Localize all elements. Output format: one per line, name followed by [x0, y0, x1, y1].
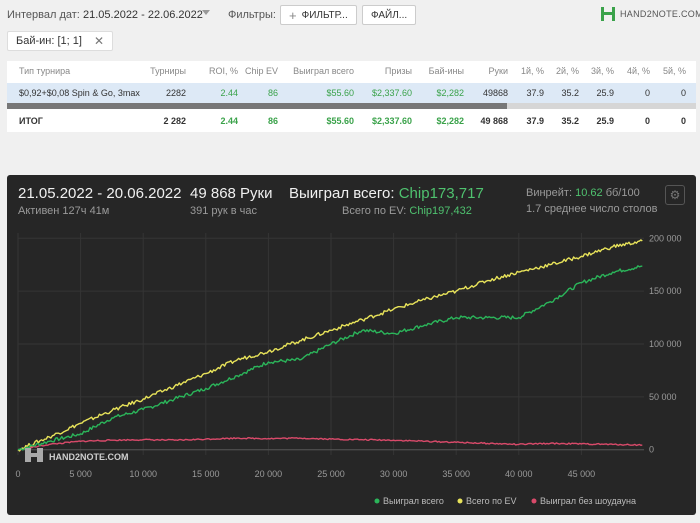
x-axis-ticks: 0 5 000 10 000 15 000 20 000 25 000 30 000 35 0…: [15, 469, 595, 479]
gear-icon[interactable]: ⚙: [665, 185, 685, 205]
table-scrollbar[interactable]: [7, 103, 696, 109]
legend-marker: [457, 498, 463, 504]
buyin-filter-chip[interactable]: Бай-ин: [1; 1] ✕: [7, 31, 113, 51]
watermark-text: HAND2NOTE.COM: [49, 452, 129, 462]
col-4th[interactable]: 4й, %: [626, 66, 650, 76]
hands-per-hour: 391 рук в час: [190, 205, 258, 217]
won-total-value: Chip173,717: [398, 185, 484, 202]
y-tick-label: 150 000: [649, 286, 682, 296]
x-tick-label: 0: [15, 469, 20, 479]
chart-watermark: HAND2NOTE.COM: [25, 448, 129, 462]
series-line: [17, 437, 643, 451]
graph-date-range: 21.05.2022 - 20.06.2022: [18, 185, 182, 202]
scrollbar-thumb[interactable]: [7, 103, 507, 109]
legend-marker: [531, 498, 537, 504]
ev-total-stat: Всего по EV: Chip197,432: [342, 205, 472, 217]
x-tick-label: 15 000: [192, 469, 220, 479]
profit-chart: 0 5 000 10 000 15 000 20 000 25 000 30 000 35 0…: [15, 233, 682, 506]
col-type[interactable]: Тип турнира: [19, 66, 71, 76]
hands-count: 49 868 Руки: [190, 185, 273, 202]
filters-label: Фильтры:: [228, 9, 276, 21]
logo-text: HAND2NOTE.COM: [620, 9, 700, 19]
winrate-stat: Винрейт: 10.62 бб/100: [526, 187, 640, 199]
legend-marker: [374, 498, 380, 504]
x-tick-label: 5 000: [69, 469, 92, 479]
x-tick-label: 35 000: [442, 469, 470, 479]
chart-legend: Выиграл всего Всего по EV Выиграл без шоуд…: [374, 496, 636, 506]
col-1st[interactable]: 1й, %: [520, 66, 544, 76]
y-tick-label: 0: [649, 445, 654, 455]
plus-icon: +: [289, 7, 297, 23]
col-2nd[interactable]: 2й, %: [555, 66, 579, 76]
x-tick-label: 10 000: [129, 469, 157, 479]
table-row[interactable]: $0,92+$0,08 Spin & Go, 3max 2282 2.44 86…: [7, 83, 696, 103]
col-5th[interactable]: 5й, %: [662, 66, 686, 76]
legend-label: Всего по EV: [466, 496, 516, 506]
filter-button[interactable]: + ФИЛЬТР...: [280, 5, 357, 25]
graph-panel: 21.05.2022 - 20.06.2022 Активен 127ч 41м…: [7, 175, 696, 515]
y-tick-label: 200 000: [649, 233, 682, 243]
date-range-label: Интервал дат:: [7, 9, 80, 21]
col-tournaments[interactable]: Турниры: [150, 66, 186, 76]
logo-icon: [600, 6, 616, 22]
col-hands[interactable]: Руки: [488, 66, 508, 76]
chart-series: [17, 239, 643, 452]
series-line: [17, 239, 643, 452]
x-tick-label: 45 000: [568, 469, 596, 479]
chart-grid: [17, 233, 644, 455]
legend-label: Выиграл всего: [383, 496, 444, 506]
close-icon[interactable]: ✕: [93, 34, 104, 48]
chevron-down-icon[interactable]: [202, 10, 210, 15]
x-tick-label: 25 000: [317, 469, 345, 479]
x-tick-label: 30 000: [380, 469, 408, 479]
filter-button-label: ФИЛЬТР...: [301, 9, 348, 21]
table-total-row: ИТОГ 2 282 2.44 86 $55.60 $2,337.60 $2,2…: [19, 116, 686, 126]
y-tick-label: 50 000: [649, 392, 677, 402]
table-header: Тип турнира Турниры ROI, % Chip EV Выигр…: [7, 61, 696, 81]
ev-total-value: Chip197,432: [409, 205, 472, 217]
y-tick-label: 100 000: [649, 339, 682, 349]
logo: HAND2NOTE.COM: [600, 6, 700, 22]
buyin-filter-label: Бай-ин: [1; 1]: [16, 35, 82, 47]
x-tick-label: 40 000: [505, 469, 533, 479]
col-buyins[interactable]: Бай-ины: [428, 66, 464, 76]
legend-label: Выиграл без шоудауна: [540, 496, 636, 506]
col-3rd[interactable]: 3й, %: [590, 66, 614, 76]
active-time: Активен 127ч 41м: [18, 205, 110, 217]
tournament-table: Тип турнира Турниры ROI, % Chip EV Выигр…: [7, 61, 696, 132]
col-prizes[interactable]: Призы: [384, 66, 412, 76]
series-line: [17, 265, 643, 451]
avg-tables: 1.7 среднее число столов: [526, 203, 658, 215]
x-tick-label: 20 000: [255, 469, 283, 479]
won-total-stat: Выиграл всего: Chip173,717: [289, 185, 484, 202]
file-button-label: ФАЙЛ...: [371, 9, 408, 21]
top-bar: Интервал дат: 21.05.2022 - 22.06.2022 Фи…: [0, 0, 700, 30]
y-axis-ticks: 200 000 150 000 100 000 50 000 0: [649, 233, 682, 454]
col-roi[interactable]: ROI, %: [208, 66, 238, 76]
date-range-select[interactable]: 21.05.2022 - 22.06.2022: [83, 9, 203, 21]
winrate-value: 10.62: [575, 187, 603, 199]
col-chip-ev[interactable]: Chip EV: [244, 66, 278, 76]
col-won-total[interactable]: Выиграл всего: [293, 66, 354, 76]
file-button[interactable]: ФАЙЛ...: [362, 5, 417, 25]
